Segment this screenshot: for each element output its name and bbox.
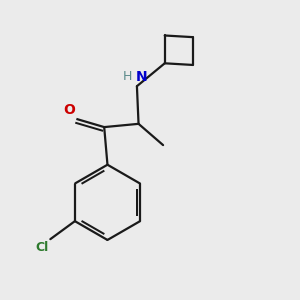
Text: Cl: Cl bbox=[35, 241, 49, 254]
Text: H: H bbox=[123, 70, 132, 83]
Text: O: O bbox=[63, 103, 75, 117]
Text: N: N bbox=[135, 70, 147, 84]
